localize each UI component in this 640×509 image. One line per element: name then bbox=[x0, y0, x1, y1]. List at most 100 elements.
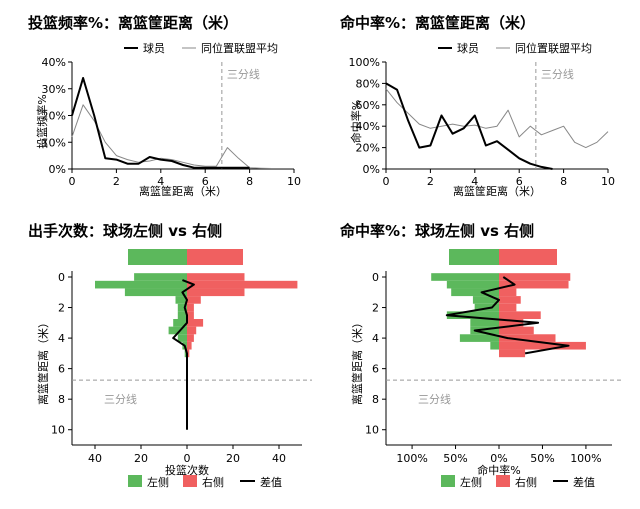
attempts-x-axis-label: 投篮次数 bbox=[165, 463, 209, 477]
fgpct-ytick-label: 80% bbox=[356, 77, 380, 90]
attempts-right-bar bbox=[187, 341, 192, 350]
freq-xtick-label: 2 bbox=[113, 175, 120, 188]
freq-legend-player-label: 球员 bbox=[143, 41, 165, 55]
attempts-y-axis-label: 离篮筐距离（米） bbox=[36, 317, 50, 405]
fgpct-xtick-label: 8 bbox=[560, 175, 567, 188]
fgpct-xtick-label: 6 bbox=[516, 175, 523, 188]
fgside-left-share-bar bbox=[449, 249, 499, 265]
attempts-right-bar bbox=[187, 280, 298, 289]
freq-ytick-label: 20% bbox=[42, 110, 66, 123]
fgside-right-bar bbox=[499, 296, 521, 304]
fgside-legend-right-swatch bbox=[496, 475, 510, 487]
attempts-three-point-label: 三分线 bbox=[104, 392, 137, 406]
attempts-left-bar bbox=[177, 303, 187, 312]
fgpct-legend-league-label: 同位置联盟平均 bbox=[515, 41, 592, 55]
attempts-ytick-label: 2 bbox=[58, 302, 65, 315]
fgside-left-bar bbox=[446, 280, 499, 289]
fgside-legend-left-label: 左侧 bbox=[460, 476, 482, 489]
fgpct-ytick-label: 40% bbox=[356, 120, 380, 133]
attempts-left-bar bbox=[168, 326, 187, 335]
attempts-right-bar bbox=[187, 349, 190, 358]
attempts-ytick-label: 4 bbox=[58, 332, 65, 345]
chart-title-fg-pct-distance: 命中率%：离篮筐距离（米） bbox=[340, 14, 536, 32]
fgside-right-bar bbox=[499, 341, 586, 350]
fgside-right-bar bbox=[499, 280, 569, 289]
freq-ytick-label: 30% bbox=[42, 83, 66, 96]
fgpct-xtick-label: 2 bbox=[427, 175, 434, 188]
fgpct-x-axis-label: 离篮筐距离（米） bbox=[453, 184, 541, 198]
fgside-left-bar bbox=[490, 341, 499, 350]
fgside-left-bar bbox=[470, 326, 499, 335]
attempts-right-bar bbox=[187, 303, 194, 312]
attempts-legend-right-label: 右侧 bbox=[202, 475, 224, 489]
fgside-legend-left-swatch bbox=[441, 475, 455, 487]
attempts-xtick-label: 20 bbox=[226, 452, 240, 465]
fgside-xtick-label: 50% bbox=[443, 452, 467, 465]
fgside-right-bar bbox=[499, 326, 534, 335]
fgside-right-share-bar bbox=[499, 249, 557, 265]
fgside-ytick-label: 4 bbox=[372, 332, 379, 345]
attempts-legend-right-swatch bbox=[183, 475, 197, 487]
fgpct-ytick-label: 60% bbox=[356, 99, 380, 112]
fgside-left-bar bbox=[431, 273, 499, 281]
attempts-left-bar bbox=[134, 273, 187, 281]
fgside-y-axis-label: 离篮筐距离（米） bbox=[350, 317, 364, 405]
attempts-left-bar bbox=[173, 319, 187, 327]
fgside-ytick-label: 6 bbox=[372, 363, 379, 376]
attempts-right-bar bbox=[187, 288, 245, 297]
attempts-left-bar bbox=[175, 296, 187, 304]
attempts-left-bar bbox=[184, 349, 187, 358]
fgpct-xtick-label: 0 bbox=[383, 175, 390, 188]
freq-ytick-label: 10% bbox=[42, 136, 66, 149]
freq-xtick-label: 0 bbox=[69, 175, 76, 188]
attempts-diff-line bbox=[172, 279, 195, 430]
attempts-ytick-label: 8 bbox=[58, 393, 65, 406]
attempts-legend-left-swatch bbox=[128, 475, 142, 487]
attempts-legend-diff-label: 差值 bbox=[260, 475, 282, 489]
fgside-left-bar bbox=[451, 288, 499, 297]
chart-title-shot-frequency: 投篮频率%：离篮筐距离（米） bbox=[28, 14, 239, 32]
freq-xtick-label: 4 bbox=[157, 175, 164, 188]
fgpct-ytick-label: 100% bbox=[349, 56, 380, 69]
attempts-right-bar bbox=[187, 326, 197, 335]
attempts-right-bar bbox=[187, 311, 194, 319]
fgside-legend-right-label: 右侧 bbox=[515, 475, 537, 489]
fgside-ytick-label: 10 bbox=[365, 424, 379, 437]
fgside-xtick-label: 100% bbox=[396, 452, 427, 465]
attempts-xtick-label: 40 bbox=[272, 452, 286, 465]
fgpct-xtick-label: 4 bbox=[471, 175, 478, 188]
freq-x-axis-label: 离篮筐距离（米） bbox=[139, 184, 227, 198]
attempts-right-bar bbox=[187, 334, 194, 342]
fgside-right-bar bbox=[499, 273, 571, 281]
fgpct-three-point-label: 三分线 bbox=[541, 67, 574, 81]
fgpct-ytick-label: 20% bbox=[356, 142, 380, 155]
freq-legend-league-label: 同位置联盟平均 bbox=[201, 41, 278, 55]
freq-league-line bbox=[71, 104, 294, 169]
fgside-left-bar bbox=[446, 311, 499, 319]
attempts-xtick-label: 0 bbox=[184, 452, 191, 465]
fgpct-y-axis-label: 命中率% bbox=[349, 100, 363, 143]
fgside-xtick-label: 0% bbox=[490, 452, 507, 465]
fgside-right-bar bbox=[499, 303, 517, 312]
attempts-left-share-bar bbox=[128, 249, 187, 265]
freq-ytick-label: 40% bbox=[42, 56, 66, 69]
fgside-xtick-label: 100% bbox=[570, 452, 601, 465]
fgpct-xtick-label: 10 bbox=[601, 175, 615, 188]
freq-ytick-label: 0% bbox=[49, 163, 66, 176]
attempts-xtick-label: 20 bbox=[134, 452, 148, 465]
fgside-ytick-label: 2 bbox=[372, 302, 379, 315]
freq-xtick-label: 8 bbox=[246, 175, 253, 188]
freq-y-axis-label: 投篮频率% bbox=[35, 94, 49, 148]
attempts-left-bar bbox=[177, 334, 187, 342]
fgside-ytick-label: 0 bbox=[372, 271, 379, 284]
fgside-ytick-label: 8 bbox=[372, 393, 379, 406]
attempts-left-bar bbox=[124, 288, 187, 297]
fgside-right-bar bbox=[499, 319, 524, 327]
fgpct-league-line bbox=[385, 88, 609, 149]
fgside-right-bar bbox=[499, 334, 556, 342]
attempts-left-bar bbox=[177, 311, 187, 319]
fgpct-ytick-label: 0% bbox=[363, 163, 380, 176]
attempts-right-share-bar bbox=[187, 249, 243, 265]
attempts-legend-left-label: 左侧 bbox=[147, 476, 169, 489]
fgside-three-point-label: 三分线 bbox=[418, 392, 451, 406]
